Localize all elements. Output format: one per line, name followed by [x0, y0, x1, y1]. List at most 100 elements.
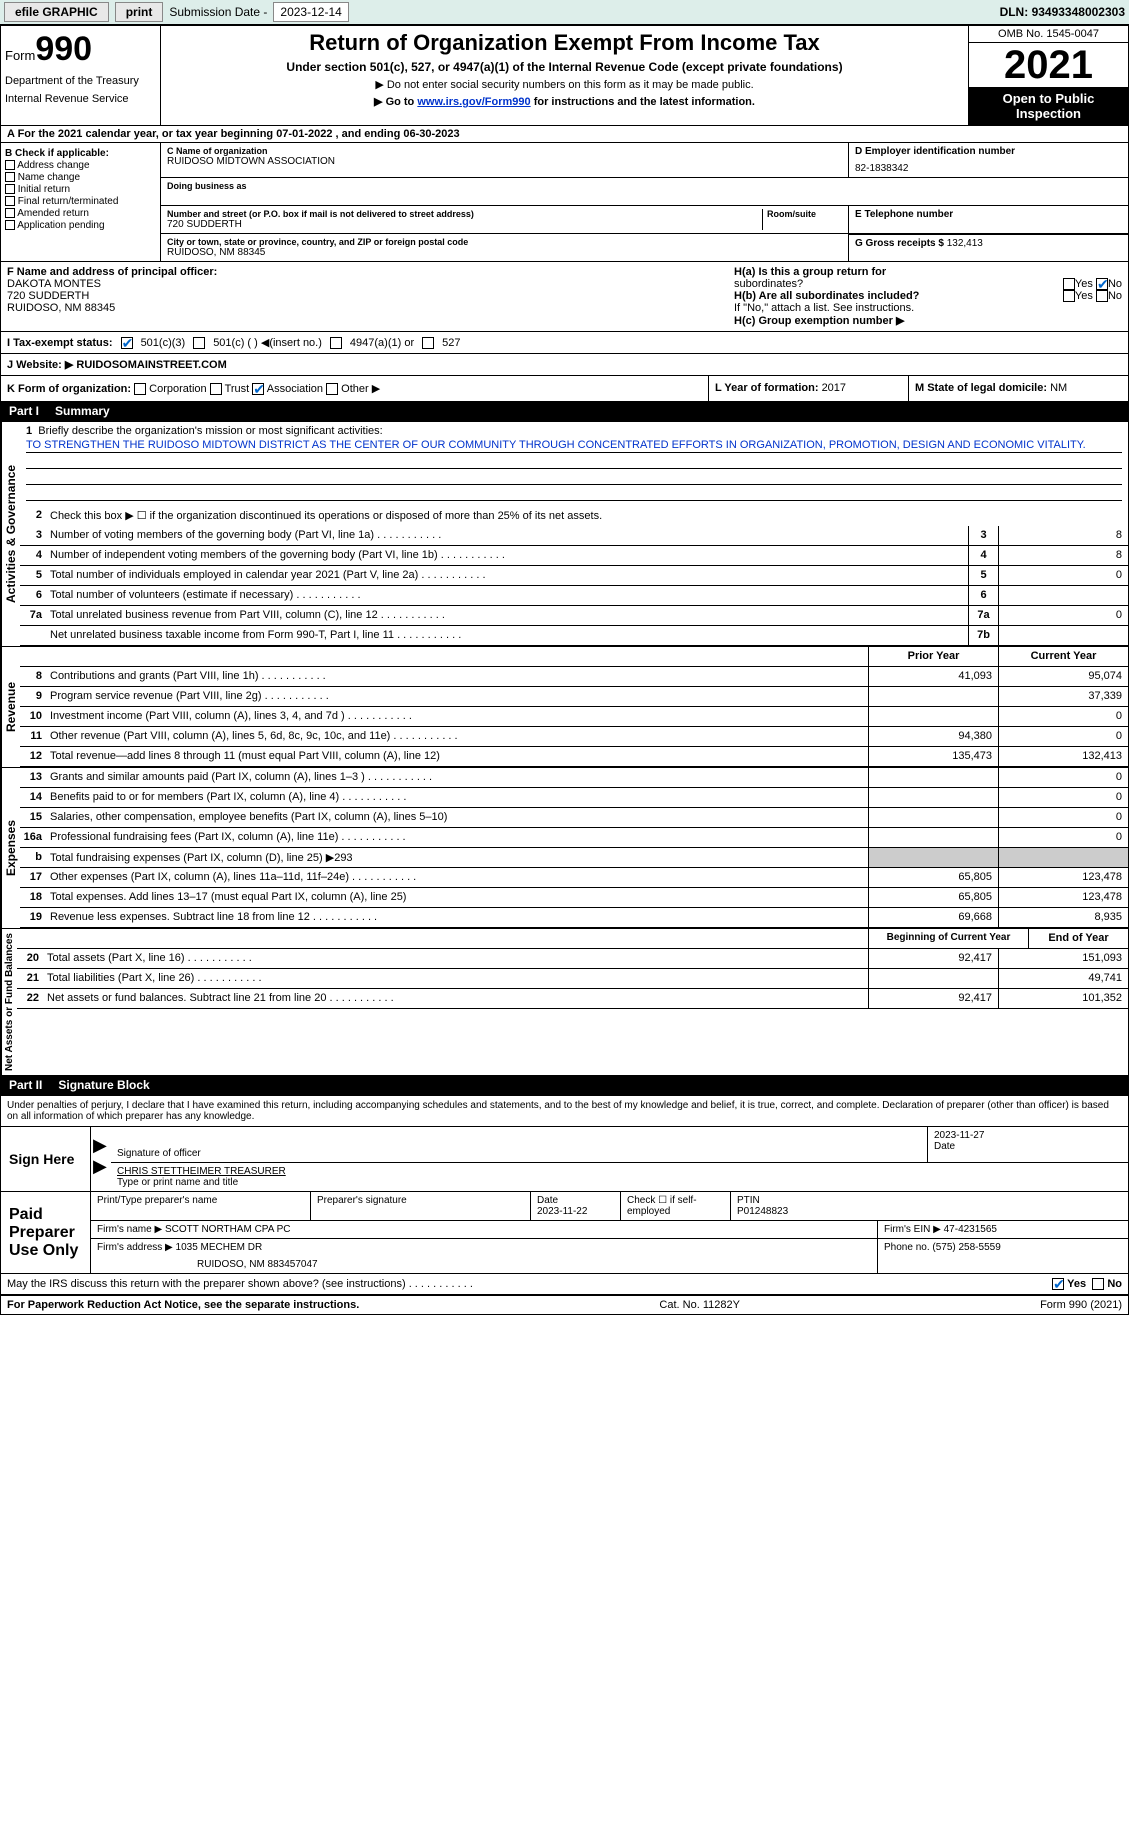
ptin: PTINP01248823: [731, 1192, 1128, 1220]
state-domicile: M State of legal domicile: NM: [908, 376, 1128, 401]
line-5: Total number of individuals employed in …: [48, 566, 968, 585]
line-21: Total liabilities (Part X, line 26): [45, 969, 868, 988]
submission-date: 2023-12-14: [273, 2, 348, 22]
efile-button[interactable]: efile GRAPHIC: [4, 2, 109, 22]
line-16b: Total fundraising expenses (Part IX, col…: [48, 848, 868, 867]
principal-officer: F Name and address of principal officer:…: [1, 262, 728, 331]
group-return-block: H(a) Is this a group return for subordin…: [728, 262, 1128, 331]
col-end: End of Year: [1028, 929, 1128, 948]
check-other[interactable]: [326, 383, 338, 395]
submission-label: Submission Date -: [169, 5, 267, 19]
form-of-org: K Form of organization: Corporation Trus…: [1, 376, 708, 401]
check-501c[interactable]: [193, 337, 205, 349]
tax-year: 2021: [969, 43, 1128, 87]
col-b-checkboxes: B Check if applicable: Address change Na…: [1, 143, 161, 261]
public-inspection: Open to PublicInspection: [969, 87, 1128, 125]
check-address-change[interactable]: [5, 160, 15, 170]
print-button[interactable]: print: [115, 2, 164, 22]
check-amended[interactable]: [5, 208, 15, 218]
line-22: Net assets or fund balances. Subtract li…: [45, 989, 868, 1008]
check-corp[interactable]: [134, 383, 146, 395]
preparer-signature: Preparer's signature: [311, 1192, 531, 1220]
check-application-pending[interactable]: [5, 220, 15, 230]
preparer-date: Date2023-11-22: [531, 1192, 621, 1220]
line-11: Other revenue (Part VIII, column (A), li…: [48, 727, 868, 746]
paid-preparer-label: Paid Preparer Use Only: [1, 1192, 91, 1273]
form-title-block: Return of Organization Exempt From Incom…: [161, 26, 968, 125]
irs-link[interactable]: www.irs.gov/Form990: [417, 96, 530, 108]
irs-label: Internal Revenue Service: [5, 93, 156, 105]
part-2-header: Part II Signature Block: [1, 1075, 1128, 1095]
line-6: Total number of volunteers (estimate if …: [48, 586, 968, 605]
firm-phone: Phone no. (575) 258-5559: [878, 1239, 1128, 1273]
line-4: Number of independent voting members of …: [48, 546, 968, 565]
line-2: Check this box ▶ ☐ if the organization d…: [48, 506, 1128, 526]
check-ha-no[interactable]: [1096, 278, 1108, 290]
check-final-return[interactable]: [5, 196, 15, 206]
line-8: Contributions and grants (Part VIII, lin…: [48, 667, 868, 686]
discuss-question: May the IRS discuss this return with the…: [7, 1278, 473, 1290]
self-employed-check: Check ☐ if self-employed: [621, 1192, 731, 1220]
check-4947[interactable]: [330, 337, 342, 349]
ein-cell: D Employer identification number 82-1838…: [848, 143, 1128, 177]
form-subtitle: Under section 501(c), 527, or 4947(a)(1)…: [165, 60, 964, 74]
officer-signature: Signature of officer: [111, 1127, 928, 1162]
line-9: Program service revenue (Part VIII, line…: [48, 687, 868, 706]
city-cell: City or town, state or province, country…: [161, 234, 848, 261]
firm-ein: Firm's EIN ▶ 47-4231565: [878, 1221, 1128, 1238]
col-prior-year: Prior Year: [868, 647, 998, 666]
sign-here-label: Sign Here: [1, 1127, 91, 1191]
officer-name: CHRIS STETTHEIMER TREASURER Type or prin…: [111, 1163, 1128, 1191]
dba-cell: Doing business as: [161, 178, 848, 205]
signature-declaration: Under penalties of perjury, I declare th…: [1, 1095, 1128, 1126]
check-hb-yes[interactable]: [1063, 290, 1075, 302]
check-501c3[interactable]: [121, 337, 133, 349]
address-cell: Number and street (or P.O. box if mail i…: [161, 206, 848, 233]
dept-treasury: Department of the Treasury: [5, 75, 156, 87]
firm-address: Firm's address ▶ 1035 MECHEM DR RUIDOSO,…: [91, 1239, 878, 1273]
check-discuss-yes[interactable]: [1052, 1278, 1064, 1290]
line-1-mission: 1 Briefly describe the organization's mi…: [20, 422, 1128, 506]
check-527[interactable]: [422, 337, 434, 349]
page-footer: For Paperwork Reduction Act Notice, see …: [1, 1295, 1128, 1314]
line-14: Benefits paid to or for members (Part IX…: [48, 788, 868, 807]
org-name-cell: C Name of organization RUIDOSO MIDTOWN A…: [161, 143, 848, 177]
line-10: Investment income (Part VIII, column (A)…: [48, 707, 868, 726]
dln: DLN: 93493348002303: [1000, 5, 1125, 19]
line-7a: Total unrelated business revenue from Pa…: [48, 606, 968, 625]
line-12: Total revenue—add lines 8 through 11 (mu…: [48, 747, 868, 766]
line-17: Other expenses (Part IX, column (A), lin…: [48, 868, 868, 887]
line-3: Number of voting members of the governin…: [48, 526, 968, 545]
top-toolbar: efile GRAPHIC print Submission Date - 20…: [0, 0, 1129, 25]
check-trust[interactable]: [210, 383, 222, 395]
check-initial-return[interactable]: [5, 184, 15, 194]
row-a-period: A For the 2021 calendar year, or tax yea…: [1, 125, 1128, 142]
line-18: Total expenses. Add lines 13–17 (must eq…: [48, 888, 868, 907]
check-name-change[interactable]: [5, 172, 15, 182]
telephone-cell: E Telephone number: [848, 206, 1128, 233]
check-discuss-no[interactable]: [1092, 1278, 1104, 1290]
line-7b: Net unrelated business taxable income fr…: [48, 626, 968, 645]
vlabel-expenses: Expenses: [1, 768, 20, 928]
line-15: Salaries, other compensation, employee b…: [48, 808, 868, 827]
firm-name: Firm's name ▶ SCOTT NORTHAM CPA PC: [91, 1221, 878, 1238]
sign-arrow-icon: ▶▶: [91, 1127, 111, 1191]
year-formation: L Year of formation: 2017: [708, 376, 908, 401]
line-16a: Professional fundraising fees (Part IX, …: [48, 828, 868, 847]
preparer-name: Print/Type preparer's name: [91, 1192, 311, 1220]
officer-sign-date: 2023-11-27 Date: [928, 1127, 1128, 1162]
vlabel-net-assets: Net Assets or Fund Balances: [1, 929, 17, 1075]
gross-receipts-cell: G Gross receipts $ 132,413: [848, 234, 1128, 261]
ssn-notice: ▶ Do not enter social security numbers o…: [165, 78, 964, 91]
instructions-link-row: ▶ Go to www.irs.gov/Form990 for instruct…: [165, 95, 964, 108]
part-1-header: Part I Summary: [1, 401, 1128, 421]
line-20: Total assets (Part X, line 16): [45, 949, 868, 968]
check-assoc[interactable]: [252, 383, 264, 395]
form-title: Return of Organization Exempt From Incom…: [165, 30, 964, 56]
form-990: Form990 Department of the Treasury Inter…: [0, 25, 1129, 1315]
check-hb-no[interactable]: [1096, 290, 1108, 302]
col-current-year: Current Year: [998, 647, 1128, 666]
check-ha-yes[interactable]: [1063, 278, 1075, 290]
line-19: Revenue less expenses. Subtract line 18 …: [48, 908, 868, 927]
col-beginning: Beginning of Current Year: [868, 929, 1028, 948]
